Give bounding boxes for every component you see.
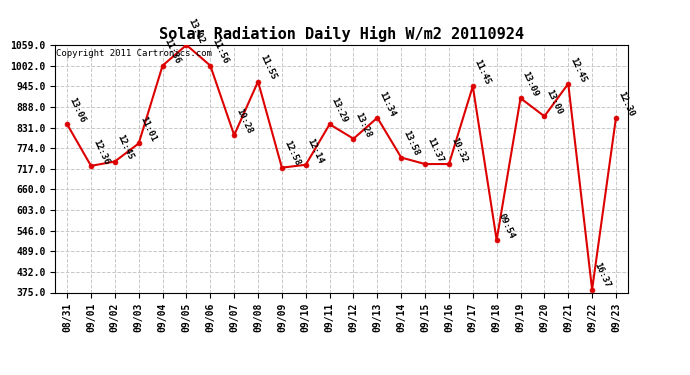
Text: 09:54: 09:54 — [497, 212, 516, 240]
Text: 13:09: 13:09 — [520, 70, 540, 98]
Text: 11:55: 11:55 — [258, 53, 277, 81]
Text: 10:32: 10:32 — [449, 136, 469, 164]
Text: 13:29: 13:29 — [330, 96, 349, 124]
Text: 13:02: 13:02 — [186, 17, 206, 45]
Text: 13:00: 13:00 — [544, 88, 564, 116]
Text: 12:45: 12:45 — [115, 134, 135, 162]
Text: 12:30: 12:30 — [616, 90, 635, 118]
Text: 13:58: 13:58 — [401, 129, 421, 158]
Text: 12:36: 12:36 — [91, 138, 110, 166]
Text: 16:37: 16:37 — [592, 261, 611, 290]
Text: 11:45: 11:45 — [473, 58, 492, 86]
Text: 11:34: 11:34 — [377, 90, 397, 118]
Text: 13:28: 13:28 — [353, 111, 373, 139]
Text: 11:56: 11:56 — [210, 38, 230, 66]
Text: 11:37: 11:37 — [425, 136, 444, 164]
Title: Solar Radiation Daily High W/m2 20110924: Solar Radiation Daily High W/m2 20110924 — [159, 27, 524, 42]
Text: 11:01: 11:01 — [139, 115, 158, 143]
Text: 12:45: 12:45 — [569, 56, 588, 84]
Text: 12:14: 12:14 — [306, 136, 325, 165]
Text: 10:28: 10:28 — [234, 107, 254, 135]
Text: Copyright 2011 Cartronics.com: Copyright 2011 Cartronics.com — [56, 49, 212, 58]
Text: 12:58: 12:58 — [282, 140, 302, 168]
Text: 11:36: 11:36 — [163, 38, 182, 66]
Text: 13:06: 13:06 — [67, 96, 87, 124]
